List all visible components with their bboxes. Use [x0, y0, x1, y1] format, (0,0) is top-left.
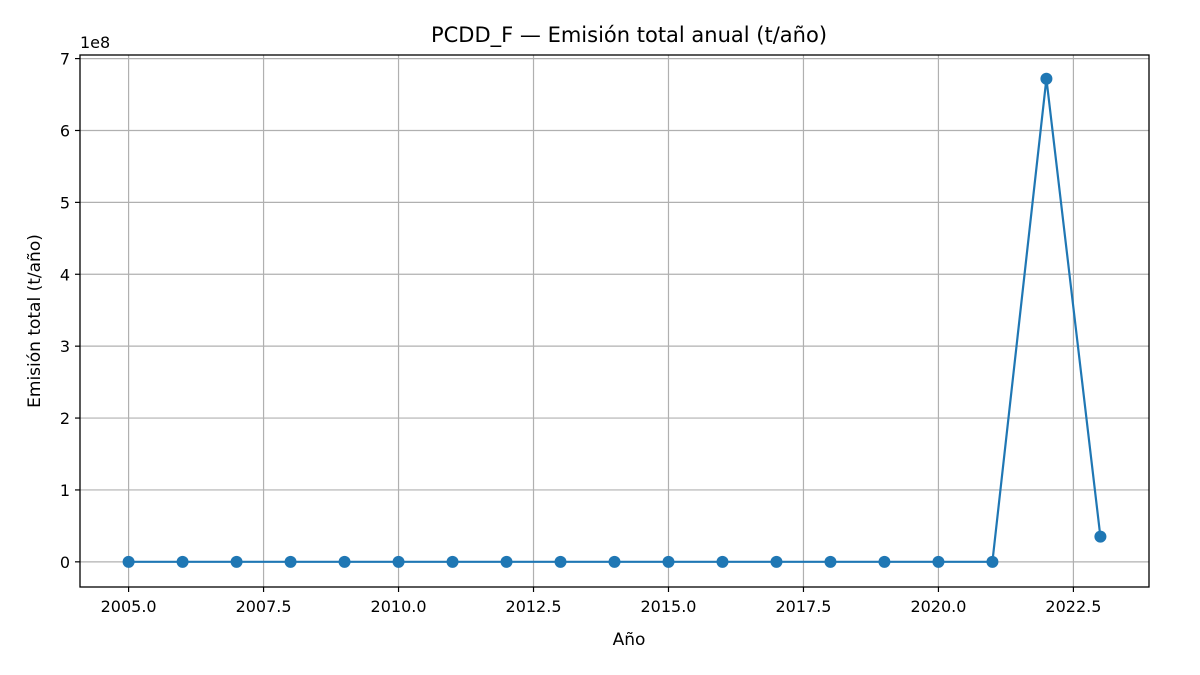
x-tick-label: 2015.0	[640, 597, 696, 616]
plot-frame	[79, 54, 1150, 588]
y-tick-label: 3	[60, 337, 70, 356]
data-point	[446, 555, 459, 568]
x-axis-label: Año	[613, 630, 646, 650]
x-tick-label: 2022.5	[1045, 597, 1101, 616]
data-point	[284, 555, 297, 568]
axis-ticks: 2005.0 2007.5 2010.0 2012.5 2015.0 2017.5 2020…	[60, 50, 1102, 616]
data-point	[392, 555, 405, 568]
chart-title: PCDD_F — Emisión total anual (t/año)	[431, 23, 827, 48]
series-emision-total	[122, 72, 1107, 568]
x-tick-label: 2010.0	[371, 597, 427, 616]
data-point	[500, 555, 513, 568]
y-tick-label: 6	[60, 121, 70, 140]
data-point	[662, 555, 675, 568]
y-tick-label: 7	[60, 50, 70, 69]
data-point	[716, 555, 729, 568]
grid	[80, 55, 1149, 587]
data-point	[1094, 530, 1107, 543]
x-tick-label: 2020.0	[910, 597, 966, 616]
y-tick-label: 4	[60, 265, 70, 284]
y-tick-label: 0	[60, 553, 70, 572]
data-point	[986, 555, 999, 568]
data-point	[932, 555, 945, 568]
data-point	[122, 555, 135, 568]
x-tick-label: 2012.5	[506, 597, 562, 616]
x-tick-label: 2005.0	[101, 597, 157, 616]
data-point	[230, 555, 243, 568]
y-axis-offset-label: 1e8	[80, 33, 110, 52]
data-point	[824, 555, 837, 568]
y-axis-label: Emisión total (t/año)	[25, 234, 45, 408]
data-point	[770, 555, 783, 568]
series-line	[128, 77, 1102, 563]
y-tick-label: 2	[60, 409, 70, 428]
data-point	[176, 555, 189, 568]
data-point	[554, 555, 567, 568]
x-tick-label: 2007.5	[236, 597, 292, 616]
y-tick-label: 5	[60, 193, 70, 212]
x-tick-label: 2017.5	[775, 597, 831, 616]
data-point	[878, 555, 891, 568]
data-point	[1040, 72, 1053, 85]
data-point	[608, 555, 621, 568]
data-point	[338, 555, 351, 568]
y-tick-label: 1	[60, 481, 70, 500]
